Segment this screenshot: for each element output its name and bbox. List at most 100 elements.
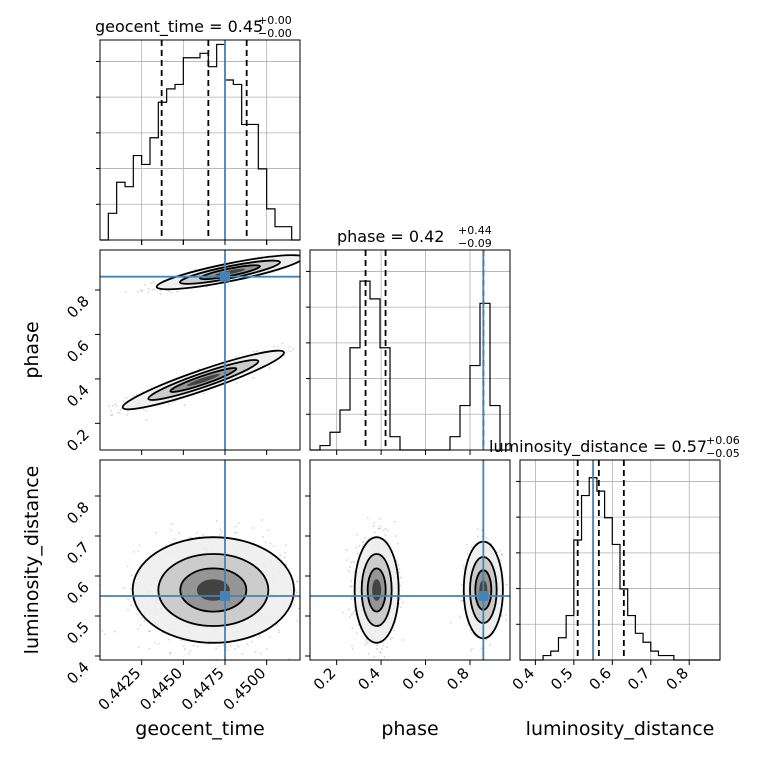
sample-point [152,281,155,283]
sample-point [349,566,352,569]
sample-point [458,616,461,619]
sample-point [284,544,287,547]
sample-point [379,651,382,654]
xticklabel-phase-1: 0.4 [354,664,384,694]
sample-point [137,646,140,649]
sample-point [501,554,504,556]
yticklabel-phase-1: 0.4 [63,381,93,411]
sample-point [153,288,156,291]
sample-point [376,644,378,647]
sample-point [268,367,271,369]
sample-point [142,408,145,410]
yticklabel-phase-3: 0.8 [63,292,93,322]
frame-phase [309,249,511,451]
sample-point [379,651,382,654]
sample-point [111,413,114,416]
sample-point [283,556,286,559]
sample-point [226,649,229,651]
sample-point [471,647,473,650]
yticklabel-luminosity_distance-3: 0.7 [63,538,93,568]
sample-point [303,258,305,260]
sample-point [110,414,113,417]
sample-point [314,575,316,577]
contour-1-0-1 [157,553,270,627]
sample-point [500,615,503,618]
sample-point [265,648,268,650]
sample-point [380,648,383,650]
xticklabel-luminosity_distance-3: 0.7 [624,664,654,694]
sample-point [379,517,382,520]
sample-point [313,335,315,337]
sample-point [401,601,404,604]
sample-point [180,639,183,642]
sample-point [234,648,236,650]
histogram-geocent_time [100,43,300,241]
sample-point [155,531,157,534]
sample-point [287,349,290,352]
contour-2-0-1 [360,553,393,627]
sample-point [130,574,133,577]
sample-point [198,368,200,370]
sample-point [237,645,240,648]
xticklabel-luminosity_distance-1: 0.5 [547,664,577,694]
sample-point [394,521,396,523]
sample-point [397,563,400,566]
sample-point [466,552,469,555]
sample-point [330,579,332,581]
ylabel-luminosity_distance: luminosity_distance [21,466,43,655]
sample-point [308,609,310,611]
sample-point [119,409,122,411]
title-phase-minus: −0.09 [458,237,492,250]
sample-point [304,583,306,585]
sample-point [396,542,399,545]
sample-point [229,644,232,647]
sample-point [159,289,162,292]
sample-point [345,537,347,539]
sample-point [387,529,390,532]
sample-point [499,549,502,552]
sample-point [127,608,129,611]
sample-point [462,564,465,567]
sample-point [400,606,403,609]
xticklabel-geocent_time-2: 0.4475 [178,664,228,714]
sample-point [145,409,147,412]
sample-point [485,638,488,641]
sample-point [392,671,394,673]
sample-point [358,544,361,547]
xticklabel-luminosity_distance-4: 0.8 [662,664,692,694]
sample-point [147,288,150,290]
xticklabel-phase-3: 0.8 [443,664,473,694]
sample-point [470,546,473,549]
sample-point [460,600,462,603]
sample-point [306,621,308,623]
title-geocent_time-minus: −0.00 [258,27,292,40]
sample-point [365,640,368,643]
sample-point [269,542,272,545]
sample-point [395,560,398,563]
frame-pair-0 [99,249,301,451]
sample-point [399,576,402,579]
sample-point [137,628,139,630]
sample-point [463,567,466,570]
sample-point [278,631,281,634]
sample-point [170,523,173,525]
sample-point [114,403,117,406]
sample-point [123,586,126,589]
sample-point [145,418,148,421]
sample-point [460,583,463,586]
sample-point [481,529,483,532]
sample-point [292,348,295,350]
sample-point [398,568,401,571]
diag-panel-phase [306,249,511,451]
sample-point [188,652,191,655]
sample-point [504,613,507,616]
contour-0-1-1 [179,259,281,285]
sample-point [254,651,257,654]
sample-point [118,412,121,414]
sample-point [386,646,388,649]
sample-point [183,404,186,407]
sample-point [353,571,355,573]
sample-point [115,405,118,408]
sample-point [277,346,280,348]
sample-point [237,522,240,524]
